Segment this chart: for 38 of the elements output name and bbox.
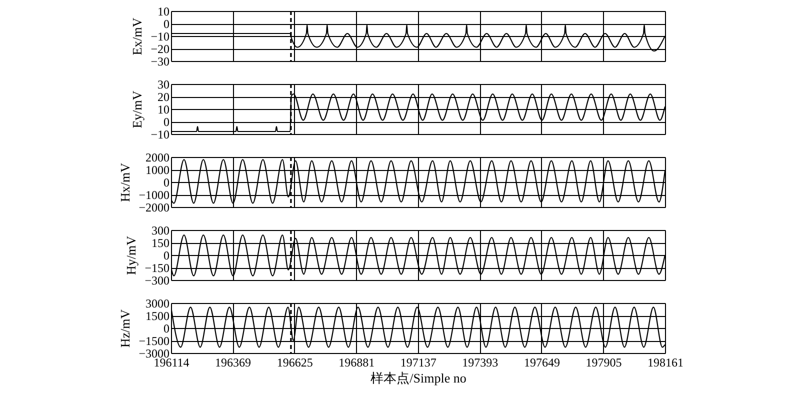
y-tick-label: 150 — [152, 236, 170, 250]
y-tick-label: 30 — [158, 78, 170, 92]
y-tick-label: 1500 — [146, 309, 170, 323]
y-tick-label: −1000 — [138, 188, 170, 202]
y-tick-label: −1500 — [138, 334, 170, 348]
y-tick-label: 300 — [152, 224, 170, 238]
x-tick-label: 197393 — [462, 356, 498, 370]
y-tick-label: 2000 — [146, 150, 170, 164]
y-axis-title: Ey/mV — [130, 90, 145, 128]
y-axis-title: Hx/mV — [118, 162, 133, 202]
y-tick-label: 10 — [158, 4, 170, 18]
y-tick-label: 0 — [164, 115, 170, 129]
x-tick-label: 198161 — [648, 356, 684, 370]
x-tick-label: 196625 — [276, 356, 313, 370]
y-tick-label: 3000 — [146, 296, 170, 310]
y-tick-label: 0 — [164, 248, 170, 262]
y-tick-label: −2000 — [138, 200, 170, 214]
y-tick-label: 10 — [158, 102, 170, 116]
y-tick-label: −10 — [150, 128, 170, 142]
y-tick-label: −20 — [150, 42, 170, 56]
x-tick-label: 196369 — [215, 356, 252, 370]
y-tick-label: −300 — [144, 274, 170, 288]
y-tick-label: −150 — [144, 261, 170, 275]
y-tick-label: −10 — [150, 30, 170, 44]
y-axis-title: Hz/mV — [118, 308, 133, 348]
x-tick-label: 196881 — [338, 356, 375, 370]
y-tick-label: 1000 — [146, 163, 170, 177]
y-tick-label: 20 — [158, 90, 170, 104]
y-tick-label: 0 — [164, 322, 170, 336]
y-tick-label: 0 — [164, 17, 170, 31]
y-tick-label: −30 — [150, 54, 170, 68]
x-axis-title: 样本点/Simple no — [370, 370, 466, 386]
x-tick-label: 197905 — [586, 356, 622, 370]
y-tick-label: 0 — [164, 176, 170, 190]
x-tick-label: 197137 — [400, 356, 436, 370]
y-axis-title: Hy/mV — [124, 235, 139, 275]
y-axis-title: Ex/mV — [130, 17, 145, 56]
x-tick-label: 197649 — [524, 356, 560, 370]
